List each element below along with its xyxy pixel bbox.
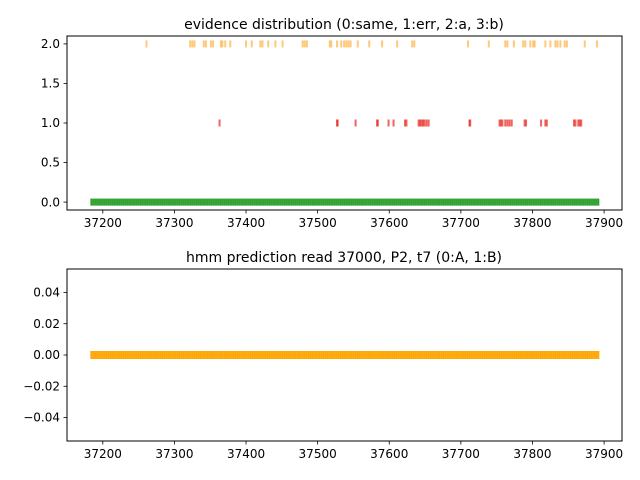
hmm-y-tick-label: 0.04: [33, 286, 60, 300]
evidence-x-ticks: 37200 37300 37400 37500 37600 37700 37800 37900: [84, 210, 623, 230]
evidence-marks: [90, 40, 600, 206]
evidence-distribution-axes: evidence distribution (0:same, 1:err, 2:…: [41, 17, 623, 230]
evidence-x-tick-label: 37200: [84, 216, 122, 230]
hmm-prediction-axes: hmm prediction read 37000, P2, t7 (0:A, …: [23, 250, 623, 461]
hmm-x-tick-label: 37600: [370, 447, 408, 461]
hmm-x-tick-label: 37800: [513, 447, 551, 461]
hmm-marks: [90, 351, 600, 359]
evidence-y-tick-label: 1.0: [41, 116, 60, 130]
evidence-x-tick-label: 37300: [155, 216, 193, 230]
evidence-y-ticks: 0.0 0.5 1.0 1.5 2.0: [41, 37, 67, 209]
hmm-chart-title: hmm prediction read 37000, P2, t7 (0:A, …: [186, 250, 502, 266]
hmm-x-tick-label: 37300: [155, 447, 193, 461]
hmm-y-tick-label: 0.00: [33, 348, 60, 362]
hmm-x-tick-label: 37200: [84, 447, 122, 461]
hmm-x-tick-label: 37500: [299, 447, 337, 461]
hmm-x-tick-label: 37700: [442, 447, 480, 461]
evidence-y-tick-label: 1.5: [41, 77, 60, 91]
hmm-x-ticks: 37200 37300 37400 37500 37600 37700 37800 37900: [84, 441, 623, 461]
hmm-y-tick-label: 0.02: [33, 317, 60, 331]
hmm-y-tick-label: −0.02: [23, 379, 60, 393]
hmm-y-ticks: −0.04 −0.02 0.00 0.02 0.04: [23, 286, 67, 425]
evidence-x-tick-label: 37400: [227, 216, 265, 230]
evidence-y-tick-label: 0.0: [41, 195, 60, 209]
evidence-y-tick-label: 0.5: [41, 156, 60, 170]
evidence-x-tick-label: 37500: [299, 216, 337, 230]
evidence-x-tick-label: 37700: [442, 216, 480, 230]
hmm-x-tick-label: 37900: [585, 447, 623, 461]
evidence-x-tick-label: 37800: [513, 216, 551, 230]
evidence-x-tick-label: 37900: [585, 216, 623, 230]
evidence-y-tick-label: 2.0: [41, 37, 60, 51]
evidence-chart-title: evidence distribution (0:same, 1:err, 2:…: [184, 17, 504, 33]
evidence-x-tick-label: 37600: [370, 216, 408, 230]
hmm-y-tick-label: −0.04: [23, 411, 60, 425]
hmm-x-tick-label: 37400: [227, 447, 265, 461]
